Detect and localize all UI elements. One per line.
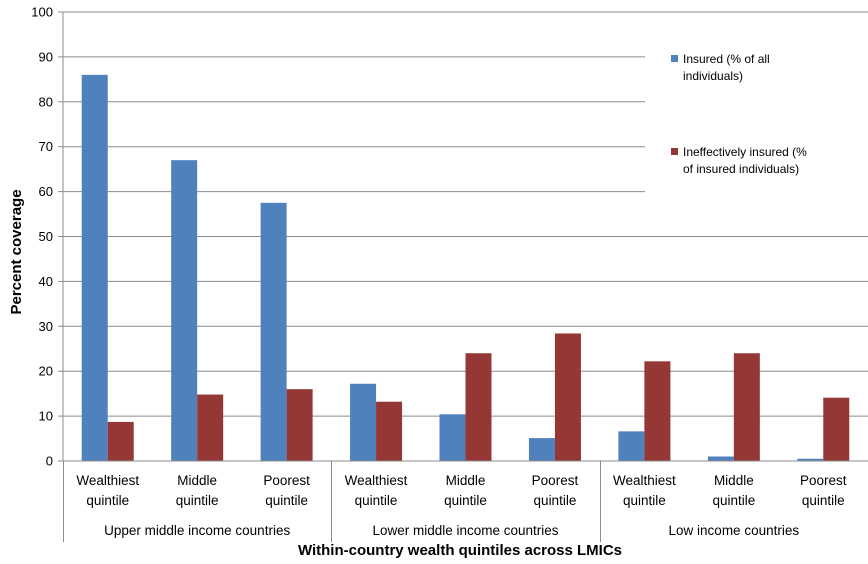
bar-ineffectively-insured: [733, 353, 760, 461]
y-tick-label: 50: [39, 229, 53, 244]
y-tick-label: 20: [39, 364, 53, 379]
y-tick-label: 70: [39, 139, 53, 154]
x-group-labels: Upper middle income countries Lower middl…: [104, 523, 799, 538]
x-category-label: quintile: [802, 493, 845, 508]
x-category-label: Poorest: [532, 473, 579, 488]
bar-insured: [439, 414, 466, 461]
x-category-label: quintile: [712, 493, 755, 508]
x-axis-title: Within-country wealth quintiles across L…: [298, 542, 622, 559]
bar-insured: [797, 458, 824, 461]
y-axis-title: Percent coverage: [8, 189, 25, 314]
bars: [81, 74, 850, 462]
x-group-label: Lower middle income countries: [372, 523, 558, 538]
legend-swatch-ineffectively-insured: [671, 148, 678, 155]
x-category-label: Wealthiest: [76, 473, 139, 488]
bar-ineffectively-insured: [197, 394, 224, 461]
bar-ineffectively-insured: [644, 361, 671, 461]
bar-ineffectively-insured: [107, 421, 134, 461]
bar-insured: [528, 438, 555, 461]
y-tick-label: 30: [39, 319, 53, 334]
y-tick-label: 80: [39, 94, 53, 109]
bar-ineffectively-insured: [286, 389, 313, 461]
bar-insured: [81, 74, 108, 462]
x-category-label: Wealthiest: [345, 473, 408, 488]
bar-insured: [350, 383, 377, 461]
x-category-label: quintile: [355, 493, 398, 508]
x-group-label: Low income countries: [669, 523, 800, 538]
x-category-labels: Wealthiest quintile Middle quintile Poorest q…: [76, 473, 846, 508]
x-category-label: Poorest: [263, 473, 310, 488]
x-category-label: Middle: [177, 473, 217, 488]
legend-label: of insured individuals): [683, 162, 799, 176]
x-category-label: quintile: [265, 493, 308, 508]
x-category-label: Middle: [714, 473, 754, 488]
y-axis-ticks: 0 10 20 30 40 50 60 70 80 90 100: [31, 5, 63, 469]
legend-label: individuals): [683, 69, 743, 83]
legend: Insured (% of all individuals) Ineffective…: [671, 52, 807, 176]
x-category-label: Poorest: [800, 473, 847, 488]
x-category-label: Middle: [446, 473, 486, 488]
legend-label: Ineffectively insured (%: [683, 145, 807, 159]
x-category-label: quintile: [444, 493, 487, 508]
bar-insured: [707, 456, 734, 461]
y-tick-label: 0: [46, 454, 53, 469]
x-category-label: quintile: [534, 493, 577, 508]
y-tick-label: 60: [39, 184, 53, 199]
x-category-label: quintile: [623, 493, 666, 508]
axes: [62, 12, 868, 542]
legend-background: [645, 40, 868, 200]
legend-label: Insured (% of all: [683, 52, 770, 66]
bar-insured: [171, 160, 198, 462]
bar-ineffectively-insured: [376, 401, 403, 461]
y-tick-label: 10: [39, 409, 53, 424]
x-category-label: quintile: [176, 493, 219, 508]
legend-swatch-insured: [671, 55, 678, 62]
x-category-label: quintile: [86, 493, 129, 508]
y-tick-label: 40: [39, 274, 53, 289]
bar-ineffectively-insured: [823, 397, 850, 461]
y-tick-label: 90: [39, 49, 53, 64]
bar-ineffectively-insured: [465, 353, 492, 461]
bar-insured: [260, 202, 287, 461]
x-category-label: Wealthiest: [613, 473, 676, 488]
x-group-label: Upper middle income countries: [104, 523, 290, 538]
y-tick-label: 100: [31, 5, 53, 20]
bar-ineffectively-insured: [554, 333, 581, 461]
bar-insured: [618, 431, 645, 461]
